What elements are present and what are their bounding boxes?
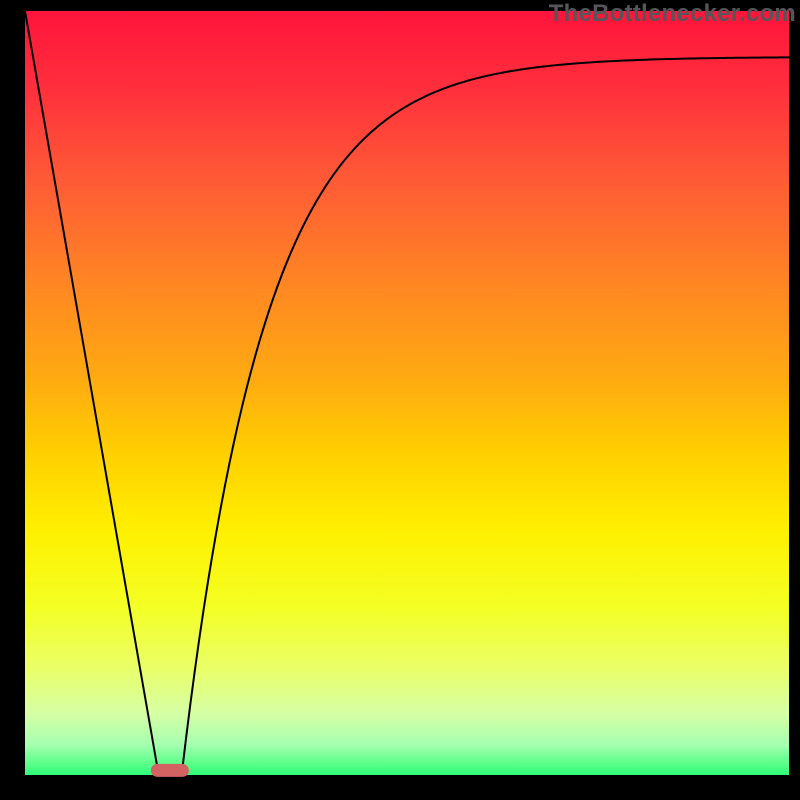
- watermark-text: TheBottlenecker.com: [549, 0, 796, 28]
- minimum-marker: [151, 764, 189, 776]
- curves-layer: [25, 11, 789, 775]
- graph-right-curve: [182, 57, 789, 775]
- chart-frame: TheBottlenecker.com: [0, 0, 800, 800]
- plot-area: [25, 11, 789, 775]
- graph-left-line: [25, 11, 159, 775]
